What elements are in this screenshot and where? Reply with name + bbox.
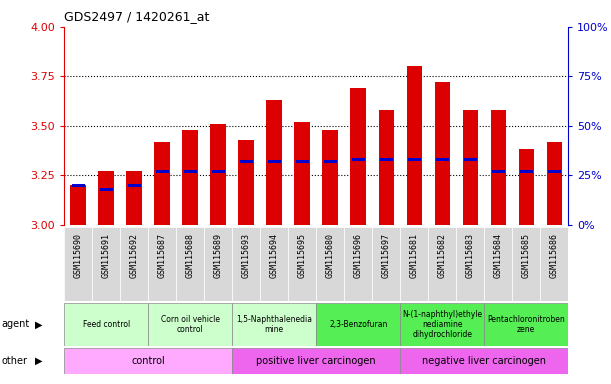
- Bar: [260, 227, 288, 301]
- Bar: [296, 160, 309, 163]
- Bar: [268, 160, 280, 163]
- Bar: [210, 124, 226, 225]
- Bar: [463, 110, 478, 225]
- Bar: [98, 171, 114, 225]
- Bar: [351, 88, 366, 225]
- Bar: [520, 170, 533, 173]
- Bar: [436, 158, 448, 161]
- Bar: [324, 160, 337, 163]
- Text: GSM115687: GSM115687: [158, 233, 167, 278]
- Text: agent: agent: [2, 319, 30, 329]
- Bar: [204, 227, 232, 301]
- Bar: [71, 184, 85, 187]
- Bar: [184, 170, 197, 173]
- Text: GSM115694: GSM115694: [269, 233, 279, 278]
- Text: GDS2497 / 1420261_at: GDS2497 / 1420261_at: [64, 10, 210, 23]
- Text: GSM115697: GSM115697: [382, 233, 390, 278]
- Bar: [183, 130, 198, 225]
- Bar: [100, 187, 112, 190]
- Bar: [352, 158, 365, 161]
- Bar: [70, 185, 86, 225]
- Bar: [519, 149, 534, 225]
- Bar: [288, 227, 316, 301]
- Bar: [148, 227, 176, 301]
- Bar: [211, 170, 225, 173]
- Text: GSM115681: GSM115681: [410, 233, 419, 278]
- Bar: [126, 171, 142, 225]
- Text: GSM115696: GSM115696: [354, 233, 363, 278]
- Text: positive liver carcinogen: positive liver carcinogen: [257, 356, 376, 366]
- Text: 1,5-Naphthalenedia
mine: 1,5-Naphthalenedia mine: [236, 315, 312, 334]
- Bar: [92, 227, 120, 301]
- Bar: [128, 184, 141, 187]
- Bar: [232, 227, 260, 301]
- Text: GSM115686: GSM115686: [550, 233, 558, 278]
- Text: negative liver carcinogen: negative liver carcinogen: [422, 356, 546, 366]
- Text: 2,3-Benzofuran: 2,3-Benzofuran: [329, 320, 387, 329]
- Text: N-(1-naphthyl)ethyle
nediamine
dihydrochloride: N-(1-naphthyl)ethyle nediamine dihydroch…: [402, 310, 482, 339]
- Bar: [176, 227, 204, 301]
- Text: other: other: [2, 356, 28, 366]
- Bar: [408, 158, 421, 161]
- Bar: [400, 348, 568, 374]
- Text: ▶: ▶: [35, 356, 43, 366]
- Text: GSM115691: GSM115691: [101, 233, 111, 278]
- Bar: [492, 170, 505, 173]
- Bar: [238, 140, 254, 225]
- Bar: [148, 303, 232, 346]
- Bar: [316, 227, 344, 301]
- Text: Feed control: Feed control: [82, 320, 130, 329]
- Bar: [232, 348, 400, 374]
- Bar: [464, 158, 477, 161]
- Text: GSM115683: GSM115683: [466, 233, 475, 278]
- Bar: [540, 227, 568, 301]
- Bar: [400, 303, 485, 346]
- Text: GSM115689: GSM115689: [214, 233, 222, 278]
- Bar: [323, 130, 338, 225]
- Bar: [344, 227, 372, 301]
- Text: Corn oil vehicle
control: Corn oil vehicle control: [161, 315, 220, 334]
- Bar: [120, 227, 148, 301]
- Bar: [378, 110, 394, 225]
- Bar: [428, 227, 456, 301]
- Text: GSM115685: GSM115685: [522, 233, 531, 278]
- Bar: [295, 122, 310, 225]
- Bar: [240, 160, 253, 163]
- Text: GSM115693: GSM115693: [242, 233, 251, 278]
- Text: GSM115695: GSM115695: [298, 233, 307, 278]
- Bar: [484, 303, 568, 346]
- Bar: [64, 303, 148, 346]
- Bar: [379, 158, 393, 161]
- Text: GSM115692: GSM115692: [130, 233, 139, 278]
- Text: GSM115680: GSM115680: [326, 233, 335, 278]
- Bar: [155, 142, 170, 225]
- Bar: [434, 82, 450, 225]
- Bar: [156, 170, 169, 173]
- Text: GSM115690: GSM115690: [74, 233, 82, 278]
- Bar: [484, 227, 512, 301]
- Text: ▶: ▶: [35, 319, 43, 329]
- Bar: [547, 170, 561, 173]
- Bar: [491, 110, 506, 225]
- Bar: [266, 100, 282, 225]
- Bar: [64, 227, 92, 301]
- Bar: [64, 348, 232, 374]
- Bar: [232, 303, 316, 346]
- Text: GSM115684: GSM115684: [494, 233, 503, 278]
- Bar: [546, 142, 562, 225]
- Bar: [400, 227, 428, 301]
- Text: GSM115682: GSM115682: [437, 233, 447, 278]
- Bar: [316, 303, 400, 346]
- Bar: [512, 227, 540, 301]
- Bar: [372, 227, 400, 301]
- Bar: [406, 66, 422, 225]
- Text: GSM115688: GSM115688: [186, 233, 195, 278]
- Text: Pentachloronitroben
zene: Pentachloronitroben zene: [488, 315, 565, 334]
- Bar: [456, 227, 485, 301]
- Text: control: control: [131, 356, 165, 366]
